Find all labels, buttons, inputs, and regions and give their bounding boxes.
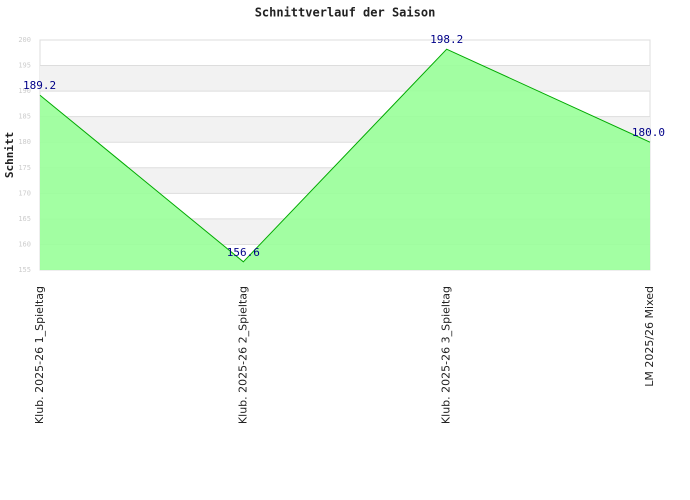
area [40, 49, 650, 271]
value-label: 180.0 [632, 126, 665, 139]
y-tick-label: 175 [18, 164, 31, 172]
y-tick-label: 170 [18, 189, 31, 197]
y-tick-label: 160 [18, 240, 31, 248]
y-tick-label: 180 [18, 138, 31, 146]
y-tick-label: 165 [18, 215, 31, 223]
y-tick-label: 200 [18, 36, 31, 44]
x-tick-label: Klub. 2025-26 2_Spieltag [236, 286, 249, 424]
y-axis-label: Schnitt [3, 132, 16, 178]
chart-title: Schnittverlauf der Saison [255, 6, 436, 20]
grid-band [40, 65, 650, 92]
y-tick-label: 155 [18, 266, 31, 274]
line [39, 48, 651, 263]
value-label: 198.2 [430, 33, 463, 46]
y-tick-label: 185 [18, 113, 31, 121]
x-tick-label: LM 2025/26 Mixed [643, 286, 656, 387]
y-tick-label: 195 [18, 62, 31, 70]
y-tick-label: 190 [18, 87, 31, 95]
value-label: 156.6 [227, 246, 260, 259]
x-tick-label: Klub. 2025-26 1_Spieltag [33, 286, 46, 424]
value-label: 189.2 [23, 79, 56, 92]
x-tick-label: Klub. 2025-26 3_Spieltag [440, 286, 453, 424]
